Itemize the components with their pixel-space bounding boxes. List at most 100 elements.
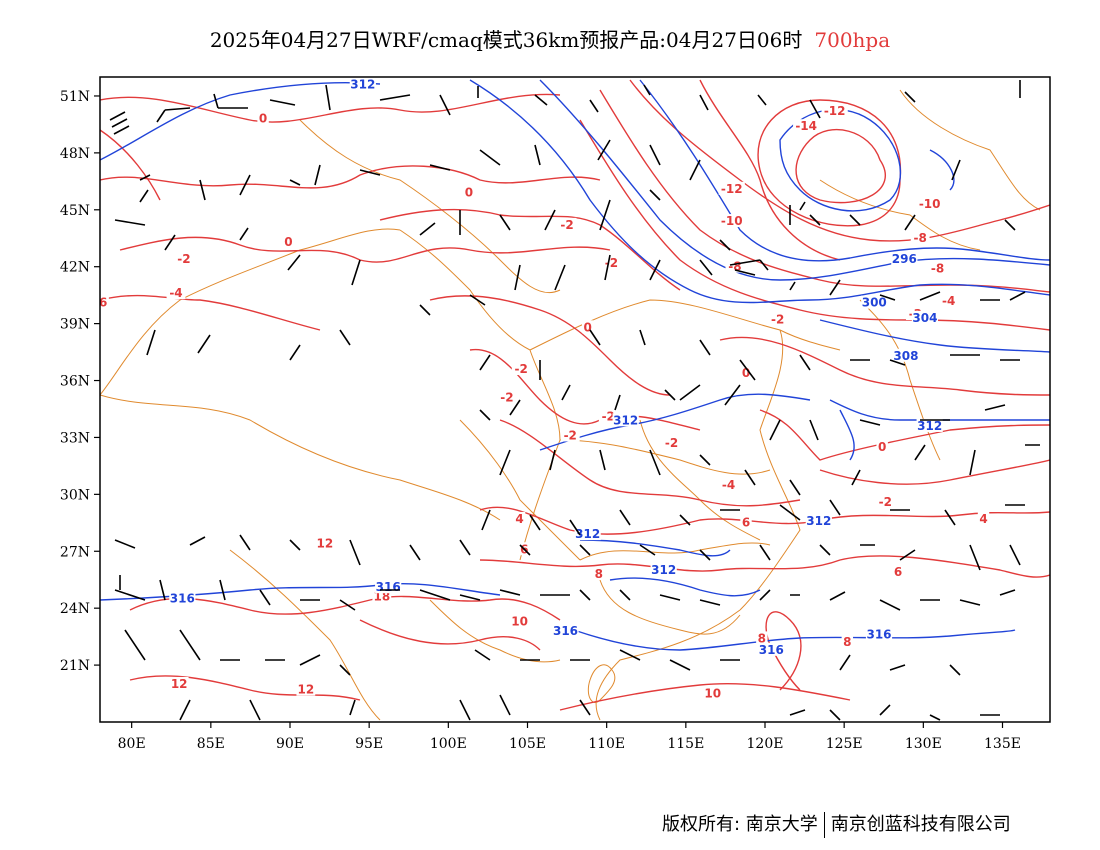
height-label-bg (612, 413, 639, 427)
isotherm-label: -12 (824, 104, 846, 118)
copyright-right: 南京创蓝科技有限公司 (830, 814, 1011, 835)
isotherm-label: -10 (721, 214, 743, 228)
isotherm-label-bg (756, 631, 768, 645)
title-main: 2025年04月27日WRF/cmaq模式36km预报产品:04月27日06时 (209, 28, 803, 52)
x-tick-label: 120E (747, 736, 784, 752)
copyright-left: 版权所有: 南京大学 (662, 814, 818, 835)
height-label: 316 (866, 628, 891, 642)
isotherm-label-bg (876, 439, 888, 453)
isotherm-label-bg (703, 686, 723, 700)
isotherm-label-bg (821, 104, 848, 118)
isotherm-label-bg (257, 111, 269, 125)
height-label: 308 (893, 349, 918, 363)
y-tick-label: 21N (60, 658, 90, 674)
x-tick-label: 95E (355, 736, 383, 752)
isotherm-label-bg (560, 428, 580, 442)
isotherm-label-bg (282, 234, 295, 248)
isotherm-label-bg (939, 293, 959, 307)
isotherm-label-bg (174, 252, 194, 266)
isotherm-label: -4 (169, 286, 182, 300)
isotherm-label: -4 (942, 294, 955, 308)
isotherm-label: 8 (843, 635, 851, 649)
x-tick-label: 135E (984, 736, 1021, 752)
plot-frame (99, 76, 1051, 723)
isotherm-label: -2 (514, 362, 527, 376)
isotherm-label: -4 (722, 478, 735, 492)
height-label: 312 (806, 514, 831, 528)
height-label-bg (892, 348, 920, 362)
isotherm-label-bg (910, 231, 930, 245)
isotherm-label-bg (510, 614, 529, 628)
x-tick-label: 115E (667, 736, 704, 752)
height-label-bg (865, 627, 893, 641)
height-label: 312 (350, 77, 375, 91)
isotherm-label: 0 (878, 440, 886, 454)
isotherm-label-bg (97, 295, 109, 309)
isotherm-label-bg (928, 261, 947, 275)
isotherm-label-bg (718, 181, 745, 195)
isotherm-label-bg (875, 494, 895, 508)
x-tick-label: 130E (905, 736, 942, 752)
isotherm-label-bg (581, 320, 594, 334)
isotherm-label-bg (593, 566, 605, 580)
isotherm-label: 12 (171, 677, 188, 691)
y-tick-label: 33N (60, 430, 90, 446)
isotherm-label: -2 (879, 495, 892, 509)
height-label: 312 (651, 563, 676, 577)
height-label-bg (574, 527, 601, 541)
isotherm-label: 0 (284, 235, 292, 249)
isotherm-label: 6 (99, 296, 107, 310)
height-label-bg (891, 252, 918, 266)
y-tick-label: 36N (60, 374, 90, 390)
isotherm-label: -12 (721, 182, 743, 196)
isotherm-label-bg (296, 682, 316, 696)
x-tick-label: 125E (826, 736, 863, 752)
height-label-bg (861, 295, 888, 309)
y-tick-label: 45N (60, 203, 90, 219)
height-label-bg (650, 563, 677, 577)
isotherm-label: 4 (979, 512, 987, 526)
x-tick-label: 100E (430, 736, 467, 752)
x-axis: 80E 85E 90E 95E 100E 105E 110E 115E 120E 125E 130E… (118, 722, 1021, 752)
height-label-bg (349, 77, 376, 91)
isotherm-labels: 0 0 0 -2 -2 -2 -4 6 0 -2 -2 -2 -2 0 -2 -4 -14 -12 -12 -10 -1… (97, 104, 990, 700)
isotherm-label-bg (557, 217, 577, 231)
isotherm-label: -2 (602, 409, 615, 423)
isotherm-label-bg (719, 477, 738, 491)
height-label: 316 (170, 592, 195, 606)
isotherm-label: 6 (742, 516, 750, 530)
isotherm-label-bg (169, 676, 189, 690)
isotherm-label: 0 (465, 186, 473, 200)
height-label: 296 (892, 252, 917, 266)
y-tick-label: 30N (60, 487, 90, 503)
isotherm-label: 6 (894, 565, 902, 579)
y-tick-label: 42N (60, 260, 90, 276)
isotherm-label: 8 (758, 631, 766, 645)
isotherm-label-bg (916, 197, 943, 210)
isotherm-label: 10 (511, 614, 528, 628)
height-label: 304 (912, 311, 937, 325)
x-tick-label: 105E (509, 736, 546, 752)
isotherm-label-bg (602, 255, 621, 269)
height-lines (100, 79, 1050, 651)
isotherm-label-bg (768, 312, 788, 326)
isotherm-label-bg (511, 362, 531, 376)
map-title: 2025年04月27日WRF/cmaq模式36km预报产品:04月27日06时 7… (0, 24, 1100, 53)
isotherm-label: 8 (595, 567, 603, 581)
isotherm-label: -2 (665, 436, 678, 450)
height-label-bg (911, 310, 939, 324)
y-tick-label: 48N (60, 146, 90, 162)
y-tick-label: 51N (60, 89, 90, 105)
height-label: 316 (759, 643, 784, 657)
isotherm-label-bg (740, 365, 752, 379)
x-tick-label: 85E (197, 736, 225, 752)
x-tick-label: 110E (588, 736, 625, 752)
isotherm-label: 12 (297, 683, 314, 697)
height-label: 316 (553, 624, 578, 638)
height-label: 300 (862, 296, 887, 310)
isotherm-label-bg (793, 119, 820, 133)
height-label: 312 (575, 527, 600, 541)
isotherm-label: -2 (771, 313, 784, 327)
isotherm-label: -10 (919, 197, 941, 211)
x-tick-label: 90E (276, 736, 304, 752)
